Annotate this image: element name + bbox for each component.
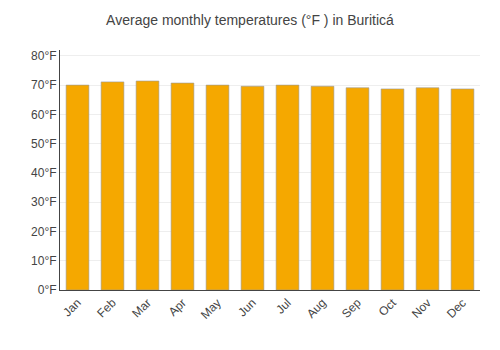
svg-text:Jan: Jan (60, 296, 84, 320)
svg-text:40°F: 40°F (31, 166, 56, 180)
svg-text:Dec: Dec (444, 296, 469, 321)
svg-text:May: May (198, 296, 224, 322)
svg-text:Nov: Nov (409, 296, 434, 321)
svg-text:50°F: 50°F (31, 137, 56, 151)
svg-text:Jun: Jun (235, 296, 259, 320)
svg-text:Average monthly temperatures (: Average monthly temperatures (°F ) in Bu… (106, 12, 394, 28)
svg-text:Oct: Oct (376, 295, 400, 319)
svg-text:80°F: 80°F (31, 49, 56, 63)
svg-text:70°F: 70°F (31, 78, 56, 92)
svg-text:10°F: 10°F (31, 254, 56, 268)
svg-text:60°F: 60°F (31, 108, 56, 122)
svg-text:Aug: Aug (304, 296, 329, 321)
svg-text:Apr: Apr (166, 296, 189, 319)
svg-text:0°F: 0°F (38, 283, 57, 297)
svg-text:Jul: Jul (273, 296, 294, 317)
svg-text:20°F: 20°F (31, 225, 56, 239)
svg-text:Mar: Mar (129, 296, 154, 321)
svg-text:30°F: 30°F (31, 195, 56, 209)
svg-text:Sep: Sep (339, 296, 364, 321)
svg-text:Feb: Feb (94, 296, 119, 321)
